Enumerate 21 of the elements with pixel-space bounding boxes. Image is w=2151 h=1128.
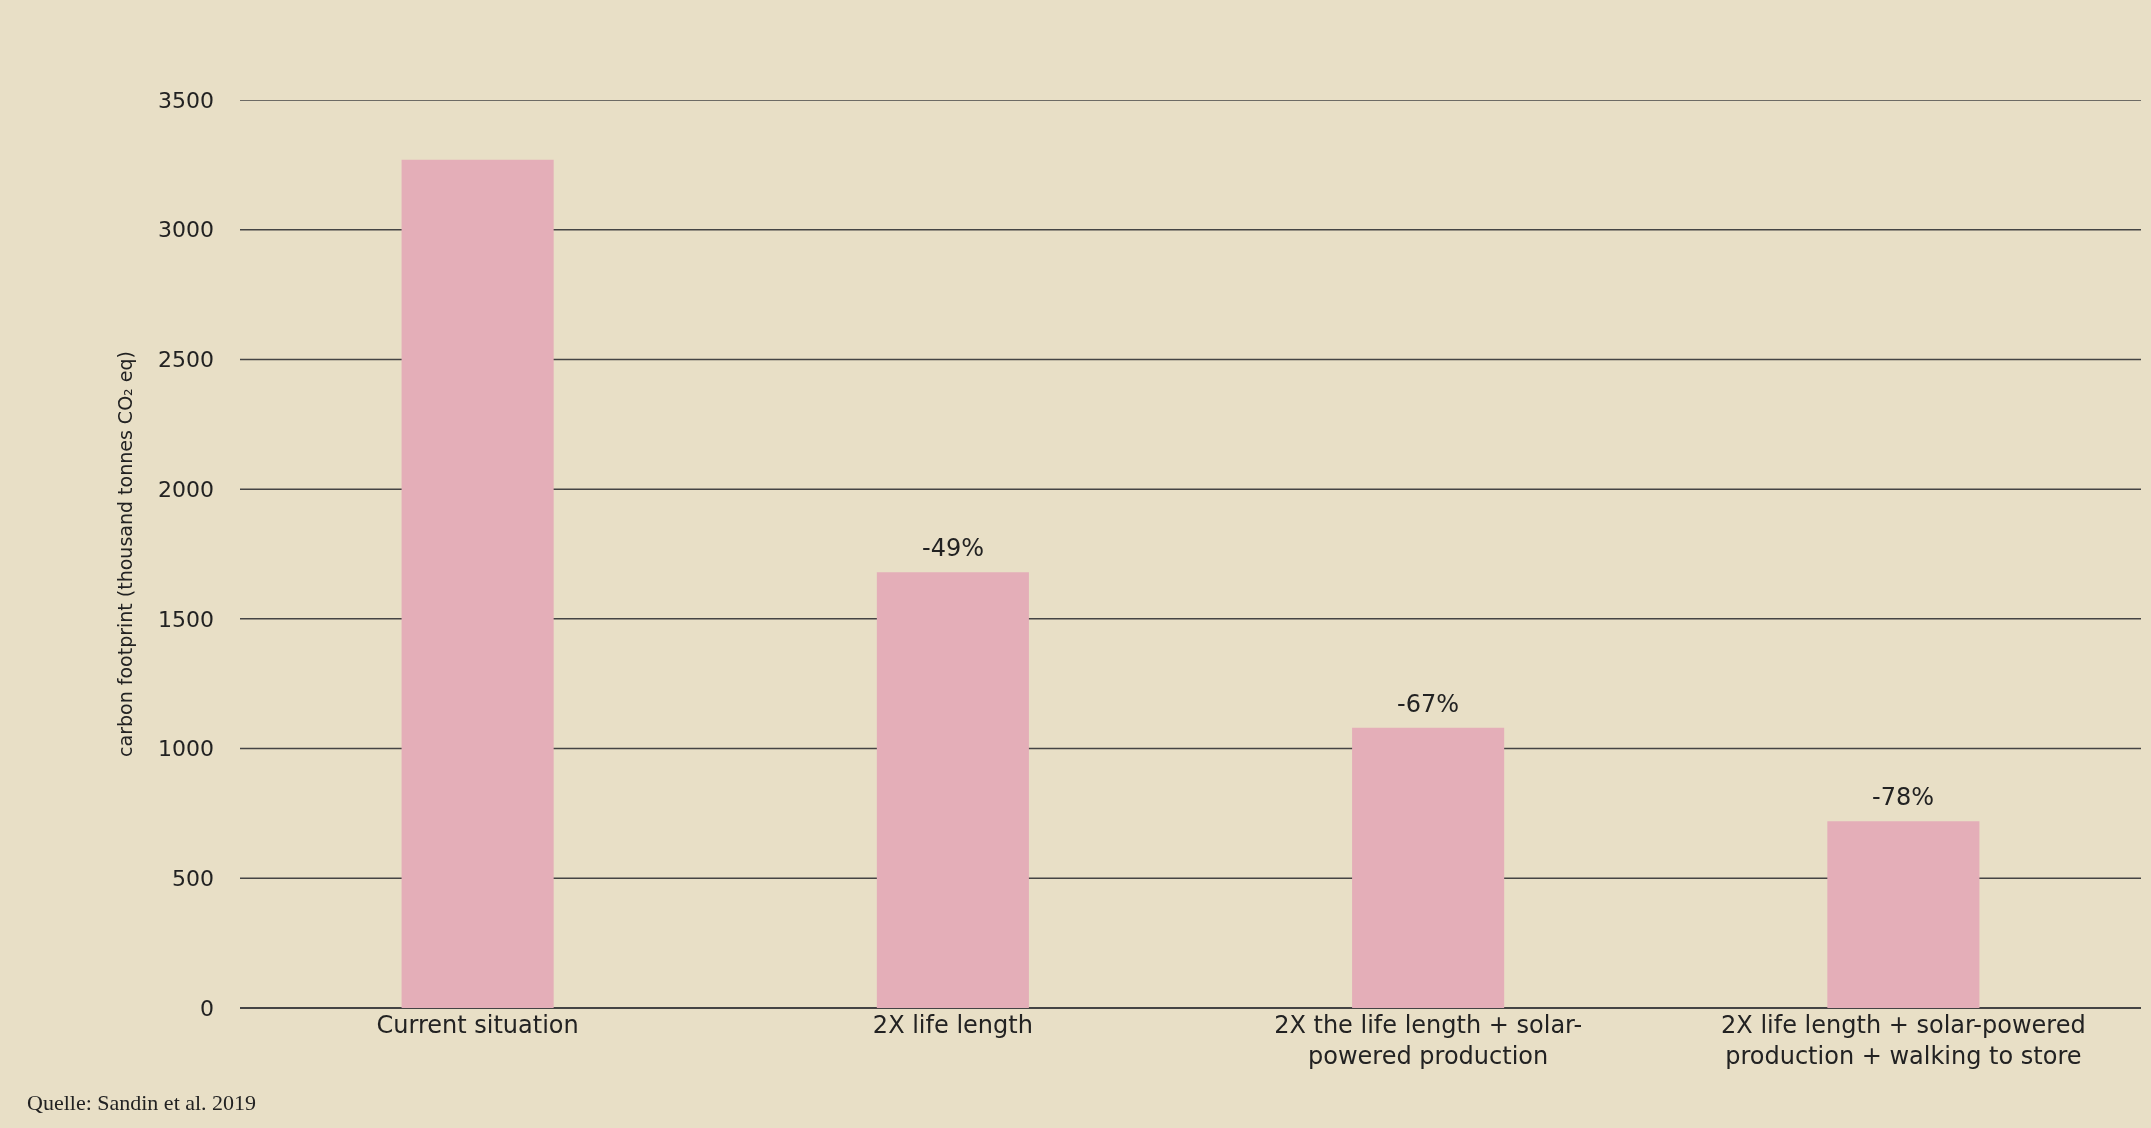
y-tick-label: 3000	[158, 217, 214, 243]
annotation: -49%	[922, 534, 985, 562]
source-note: Quelle: Sandin et al. 2019	[27, 1090, 257, 1115]
x-tick-label: 2X life length	[872, 1011, 1033, 1039]
y-tick-label: 1500	[158, 606, 214, 632]
y-tick-label: 3500	[158, 87, 214, 113]
y-axis-title: carbon footprint (thousand tonnes CO₂ eq)	[113, 351, 136, 757]
x-tick-label: 2X the life length + solar-powered production	[1274, 1011, 1583, 1071]
bar	[401, 159, 554, 1008]
y-tick-label: 500	[172, 865, 214, 891]
y-tick-label: 1000	[158, 736, 214, 762]
annotation: -67%	[1397, 690, 1460, 718]
bar	[1827, 821, 1980, 1008]
x-tick-label: Current situation	[376, 1011, 579, 1039]
x-tick-label: 2X life length + solar-powered production + walking to store	[1721, 1011, 2086, 1071]
annotation: -78%	[1872, 783, 1935, 811]
bar	[876, 572, 1029, 1008]
y-tick-label: 2500	[158, 347, 214, 373]
y-tick-label: 2000	[158, 476, 214, 502]
bar	[1352, 727, 1505, 1008]
y-tick-label: 0	[200, 995, 214, 1021]
